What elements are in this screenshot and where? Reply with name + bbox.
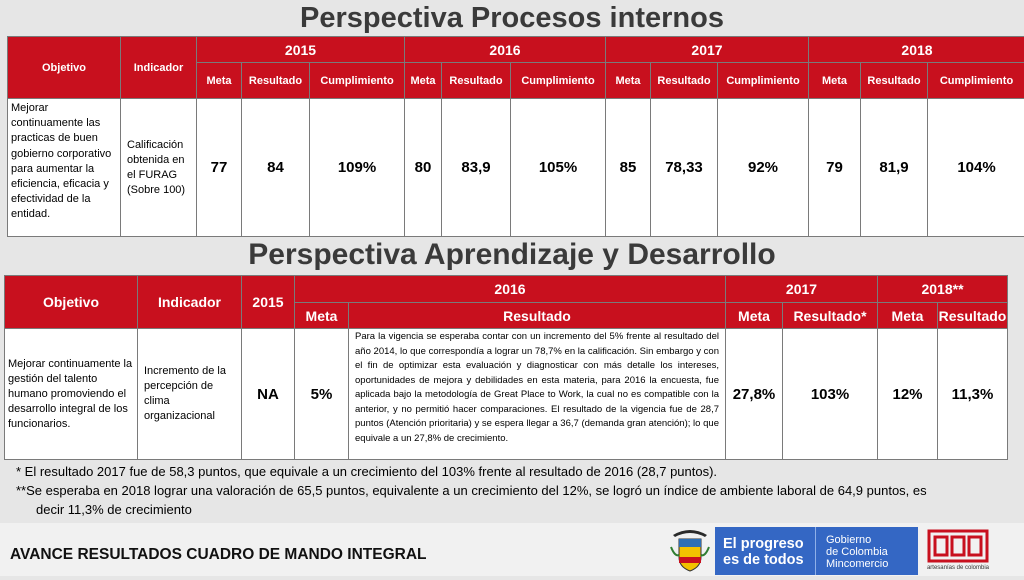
meta-2017: 85 (606, 99, 651, 237)
header2-objetivo: Objetivo (5, 276, 138, 329)
header-resultado-2016: Resultado (442, 63, 511, 99)
title-procesos-internos: Perspectiva Procesos internos (0, 0, 1024, 36)
header-cumplimiento-2015: Cumplimiento (310, 63, 405, 99)
meta-2018: 79 (809, 99, 861, 237)
resultado-2018: 81,9 (861, 99, 928, 237)
footnote-2: **Se esperaba en 2018 lograr una valorac… (16, 481, 1016, 500)
header-objetivo: Objetivo (8, 37, 121, 99)
header2-indicador: Indicador (138, 276, 242, 329)
header2-resultado-2017: Resultado* (783, 303, 878, 329)
header2-year-2018: 2018** (878, 276, 1008, 303)
header2-meta-2016: Meta (295, 303, 349, 329)
header2-meta-2018: Meta (878, 303, 938, 329)
indicador2-cell: Incremento de la percepción de clima org… (138, 329, 242, 460)
resultado2-2017: 103% (783, 329, 878, 460)
cumplimiento-2017: 92% (718, 99, 809, 237)
header2-meta-2017: Meta (726, 303, 783, 329)
footer-title: AVANCE RESULTADOS CUADRO DE MANDO INTEGR… (10, 546, 427, 564)
header-indicador: Indicador (121, 37, 197, 99)
header2-resultado-2018: Resultado (938, 303, 1008, 329)
brand-gobierno-line2: de Colombia (826, 546, 888, 558)
objetivo2-cell: Mejorar continuamente la gestión del tal… (5, 329, 138, 460)
header-meta-2016: Meta (405, 63, 442, 99)
coat-of-arms-icon (667, 527, 713, 575)
header-cumplimiento-2017: Cumplimiento (718, 63, 809, 99)
artesanias-pattern-icon (925, 527, 991, 565)
footnote-1: * El resultado 2017 fue de 58,3 puntos, … (16, 462, 1016, 481)
header-cumplimiento-2016: Cumplimiento (511, 63, 606, 99)
header-year-2018: 2018 (809, 37, 1024, 63)
header-resultado-2017: Resultado (651, 63, 718, 99)
header-year-2015: 2015 (197, 37, 405, 63)
header-meta-2017: Meta (606, 63, 651, 99)
header2-year-2017: 2017 (726, 276, 878, 303)
brand-progreso-line1: El progreso (723, 536, 804, 552)
table-procesos-internos: Objetivo Indicador 2015 2016 2017 2018 M… (7, 36, 1024, 237)
meta2-2018: 12% (878, 329, 938, 460)
header-resultado-2018: Resultado (861, 63, 928, 99)
cumplimiento-2018: 104% (928, 99, 1024, 237)
objetivo-cell: Mejorar continuamente las practicas de b… (8, 99, 121, 237)
cumplimiento-2015: 109% (310, 99, 405, 237)
meta2-2016: 5% (295, 329, 349, 460)
brand-gobierno-line1: Gobierno (826, 534, 871, 546)
header2-resultado-2016: Resultado (349, 303, 726, 329)
resultado-2016: 83,9 (442, 99, 511, 237)
cumplimiento-2016: 105% (511, 99, 606, 237)
indicador-cell: Calificación obtenida en el FURAG (Sobre… (121, 99, 197, 237)
meta2-2017: 27,8% (726, 329, 783, 460)
brand-progreso-line2: es de todos (723, 552, 804, 568)
brand-gobierno: Gobierno de Colombia Mincomercio (815, 527, 918, 575)
resultado2-2016-text: Para la vigencia se esperaba contar con … (349, 329, 726, 460)
title-aprendizaje-desarrollo: Perspectiva Aprendizaje y Desarrollo (0, 236, 1024, 274)
artesanias-logo: artesanías de colombia (925, 527, 991, 575)
meta-2016: 80 (405, 99, 442, 237)
resultado-2017: 78,33 (651, 99, 718, 237)
brand-gobierno-line3: Mincomercio (826, 558, 888, 570)
resultado-2015: 84 (242, 99, 310, 237)
value-2015: NA (242, 329, 295, 460)
brand-progreso: El progreso es de todos (715, 527, 815, 575)
header2-year-2016: 2016 (295, 276, 726, 303)
header-year-2017: 2017 (606, 37, 809, 63)
header-meta-2015: Meta (197, 63, 242, 99)
footnotes: * El resultado 2017 fue de 58,3 puntos, … (16, 462, 1016, 519)
meta-2015: 77 (197, 99, 242, 237)
header-cumplimiento-2018: Cumplimiento (928, 63, 1024, 99)
header-resultado-2015: Resultado (242, 63, 310, 99)
table-aprendizaje-desarrollo: Objetivo Indicador 2015 2016 2017 2018**… (4, 275, 1008, 460)
header-meta-2018: Meta (809, 63, 861, 99)
header2-2015: 2015 (242, 276, 295, 329)
header-year-2016: 2016 (405, 37, 606, 63)
footnote-2-continuation: decir 11,3% de crecimiento (16, 500, 1016, 519)
artesanias-caption: artesanías de colombia (925, 565, 991, 571)
resultado2-2018: 11,3% (938, 329, 1008, 460)
